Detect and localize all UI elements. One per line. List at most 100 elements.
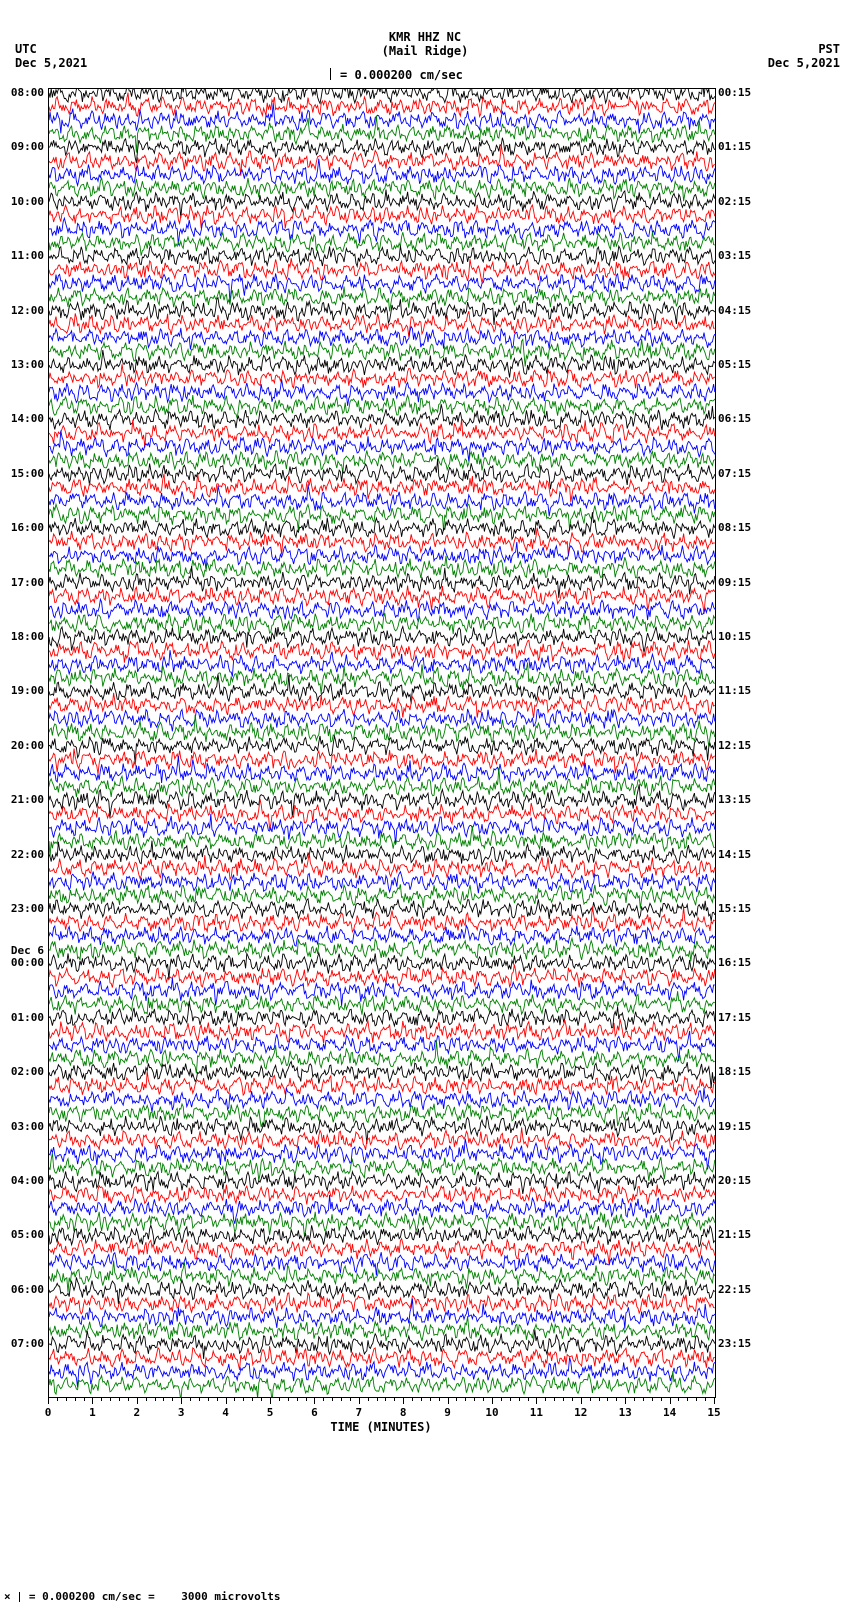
seismogram-plot	[48, 88, 716, 1398]
x-minor-tick	[146, 1398, 147, 1401]
x-minor-tick	[377, 1398, 378, 1401]
tz-left-date: Dec 5,2021	[15, 56, 87, 70]
x-tick	[270, 1398, 271, 1404]
x-minor-tick	[661, 1398, 662, 1401]
x-minor-tick	[616, 1398, 617, 1401]
left-hour-label: 13:00	[11, 358, 44, 371]
x-minor-tick	[687, 1398, 688, 1401]
x-tick-label: 4	[222, 1406, 229, 1419]
right-hour-label: 04:15	[718, 304, 751, 317]
station-name: (Mail Ridge)	[0, 44, 850, 58]
x-tick	[48, 1398, 49, 1404]
x-minor-tick	[101, 1398, 102, 1401]
left-hour-label: 16:00	[11, 521, 44, 534]
right-hour-label: 14:15	[718, 848, 751, 861]
left-hour-label: 02:00	[11, 1065, 44, 1078]
x-tick	[92, 1398, 93, 1404]
left-hour-label: 09:00	[11, 140, 44, 153]
left-hour-label: 21:00	[11, 793, 44, 806]
x-tick	[492, 1398, 493, 1404]
left-hour-label: 03:00	[11, 1120, 44, 1133]
left-hour-label: 04:00	[11, 1174, 44, 1187]
footer-prefix: ×	[4, 1590, 11, 1603]
x-minor-tick	[84, 1398, 85, 1401]
x-minor-tick	[57, 1398, 58, 1401]
x-minor-tick	[110, 1398, 111, 1401]
x-axis-title: TIME (MINUTES)	[48, 1420, 714, 1434]
x-minor-tick	[288, 1398, 289, 1401]
x-tick-label: 15	[707, 1406, 720, 1419]
right-hour-label: 07:15	[718, 467, 751, 480]
right-time-labels: 00:1501:1502:1503:1504:1505:1506:1507:15…	[718, 88, 818, 1396]
header: KMR HHZ NC (Mail Ridge)	[0, 30, 850, 58]
x-minor-tick	[208, 1398, 209, 1401]
x-tick-label: 5	[267, 1406, 274, 1419]
x-minor-tick	[243, 1398, 244, 1401]
x-minor-tick	[607, 1398, 608, 1401]
x-tick-label: 2	[133, 1406, 140, 1419]
station-code: KMR HHZ NC	[0, 30, 850, 44]
x-tick-label: 11	[530, 1406, 543, 1419]
x-minor-tick	[306, 1398, 307, 1401]
x-minor-tick	[350, 1398, 351, 1401]
x-tick-label: 13	[619, 1406, 632, 1419]
x-minor-tick	[501, 1398, 502, 1401]
x-tick-label: 1	[89, 1406, 96, 1419]
right-hour-label: 22:15	[718, 1283, 751, 1296]
x-minor-tick	[590, 1398, 591, 1401]
x-tick	[226, 1398, 227, 1404]
x-minor-tick	[563, 1398, 564, 1401]
x-minor-tick	[323, 1398, 324, 1401]
x-tick-label: 6	[311, 1406, 318, 1419]
x-minor-tick	[421, 1398, 422, 1401]
left-hour-label: 18:00	[11, 630, 44, 643]
x-minor-tick	[652, 1398, 653, 1401]
right-hour-label: 15:15	[718, 902, 751, 915]
x-minor-tick	[341, 1398, 342, 1401]
x-minor-tick	[75, 1398, 76, 1401]
x-minor-tick	[554, 1398, 555, 1401]
footer: × = 0.000200 cm/sec = 3000 microvolts	[4, 1590, 281, 1603]
x-minor-tick	[528, 1398, 529, 1401]
x-minor-tick	[119, 1398, 120, 1401]
x-tick	[448, 1398, 449, 1404]
left-hour-label: 20:00	[11, 739, 44, 752]
x-minor-tick	[234, 1398, 235, 1401]
x-minor-tick	[412, 1398, 413, 1401]
x-minor-tick	[572, 1398, 573, 1401]
x-tick-label: 8	[400, 1406, 407, 1419]
x-tick-label: 7	[355, 1406, 362, 1419]
right-hour-label: 12:15	[718, 739, 751, 752]
right-hour-label: 10:15	[718, 630, 751, 643]
right-hour-label: 05:15	[718, 358, 751, 371]
right-hour-label: 06:15	[718, 412, 751, 425]
x-minor-tick	[155, 1398, 156, 1401]
right-hour-label: 02:15	[718, 195, 751, 208]
x-minor-tick	[199, 1398, 200, 1401]
right-hour-label: 01:15	[718, 140, 751, 153]
x-minor-tick	[297, 1398, 298, 1401]
x-minor-tick	[163, 1398, 164, 1401]
x-minor-tick	[599, 1398, 600, 1401]
left-hour-label: 15:00	[11, 467, 44, 480]
x-minor-tick	[190, 1398, 191, 1401]
x-tick	[670, 1398, 671, 1404]
left-hour-label: 11:00	[11, 249, 44, 262]
x-minor-tick	[696, 1398, 697, 1401]
footer-text1: = 0.000200 cm/sec =	[29, 1590, 155, 1603]
x-minor-tick	[332, 1398, 333, 1401]
x-tick	[403, 1398, 404, 1404]
left-time-labels: 08:0009:0010:0011:0012:0013:0014:0015:00…	[0, 88, 46, 1396]
x-tick-label: 0	[45, 1406, 52, 1419]
x-minor-tick	[678, 1398, 679, 1401]
x-minor-tick	[252, 1398, 253, 1401]
left-hour-label: 19:00	[11, 684, 44, 697]
right-hour-label: 18:15	[718, 1065, 751, 1078]
right-hour-label: 13:15	[718, 793, 751, 806]
x-minor-tick	[394, 1398, 395, 1401]
x-tick-label: 14	[663, 1406, 676, 1419]
x-tick	[314, 1398, 315, 1404]
trace-95	[49, 89, 715, 1397]
right-hour-label: 08:15	[718, 521, 751, 534]
x-tick-label: 10	[485, 1406, 498, 1419]
